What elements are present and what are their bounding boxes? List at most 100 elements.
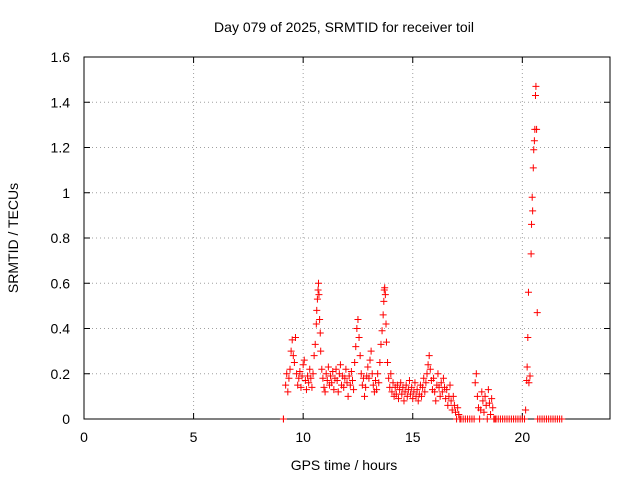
data-point (479, 397, 487, 405)
data-point (527, 250, 535, 258)
x-axis: 0 5 10 15 20 (80, 57, 530, 445)
plot-frame (83, 56, 611, 420)
y-axis: 0 0.2 0.4 0.6 0.8 1 1.2 1.4 1.6 (51, 49, 610, 427)
data-point (524, 334, 532, 342)
data-point (526, 372, 534, 380)
data-point (282, 381, 290, 389)
data-point (307, 374, 315, 382)
data-point (327, 372, 335, 380)
data-point (321, 388, 329, 396)
data-point (315, 291, 323, 299)
data-point (531, 91, 539, 99)
data-point (279, 415, 287, 423)
data-point (483, 415, 491, 423)
y-tick-label: 0.8 (51, 230, 71, 246)
data-point (377, 340, 385, 348)
x-tick-label: 10 (295, 429, 311, 445)
data-point (420, 374, 428, 382)
data-point (524, 288, 532, 296)
data-point (489, 404, 497, 412)
data-point (287, 347, 295, 355)
data-point (533, 309, 541, 317)
data-point (345, 372, 353, 380)
data-point (423, 370, 431, 378)
y-tick-label: 1.4 (51, 94, 71, 110)
y-tick-label: 0.4 (51, 321, 71, 337)
data-point (443, 386, 451, 394)
data-point (311, 340, 319, 348)
data-point (367, 347, 375, 355)
data-point (369, 381, 377, 389)
data-point (309, 370, 317, 378)
data-point (471, 379, 479, 387)
data-point (342, 365, 350, 373)
data-point (419, 383, 427, 391)
data-point (381, 291, 389, 299)
x-tick-label: 20 (515, 429, 531, 445)
data-point (305, 379, 313, 387)
data-point (373, 386, 381, 394)
data-point (320, 383, 328, 391)
data-point (348, 377, 356, 385)
data-point (362, 383, 370, 391)
data-point (476, 415, 484, 423)
data-point (424, 361, 432, 369)
data-point (530, 137, 538, 145)
data-points (279, 82, 566, 423)
data-point (418, 392, 426, 400)
data-point (528, 193, 536, 201)
data-point (472, 370, 480, 378)
data-point (340, 383, 348, 391)
data-point (473, 392, 481, 400)
data-point (375, 379, 383, 387)
data-point (411, 379, 419, 387)
data-point (388, 388, 396, 396)
x-tick-label: 5 (190, 429, 198, 445)
data-point (449, 392, 457, 400)
data-point (297, 383, 305, 391)
data-point (385, 374, 393, 382)
data-point (286, 365, 294, 373)
data-point (438, 388, 446, 396)
data-point (488, 395, 496, 403)
data-point (421, 388, 429, 396)
data-point (322, 370, 330, 378)
data-point (376, 358, 384, 366)
data-point (350, 386, 358, 394)
data-point (522, 406, 530, 414)
data-point (484, 386, 492, 394)
data-point (455, 410, 463, 418)
data-point (426, 365, 434, 373)
data-point (355, 334, 363, 342)
data-point (485, 399, 493, 407)
data-point (313, 306, 321, 314)
data-point (405, 377, 413, 385)
data-point (387, 370, 395, 378)
y-tick-label: 1.2 (51, 140, 71, 156)
data-point (413, 386, 421, 394)
data-point (319, 374, 327, 382)
data-point (318, 365, 326, 373)
data-point (528, 220, 536, 228)
data-point (454, 404, 462, 412)
data-point (361, 392, 369, 400)
data-point (357, 370, 365, 378)
chart-title: Day 079 of 2025, SRMTID for receiver toi… (214, 19, 474, 35)
data-point (364, 363, 372, 371)
data-point (430, 374, 438, 382)
data-point (422, 379, 430, 387)
data-point (384, 358, 392, 366)
data-point (289, 352, 297, 360)
data-point (352, 343, 360, 351)
data-point (378, 327, 386, 335)
y-tick-label: 0 (62, 411, 70, 427)
data-point (402, 381, 410, 389)
x-axis-label: GPS time / hours (291, 457, 398, 473)
data-point (481, 392, 489, 400)
data-point (478, 388, 486, 396)
data-point (436, 392, 444, 400)
data-point (312, 320, 320, 328)
data-point (380, 297, 388, 305)
y-tick-label: 1.6 (51, 49, 71, 65)
